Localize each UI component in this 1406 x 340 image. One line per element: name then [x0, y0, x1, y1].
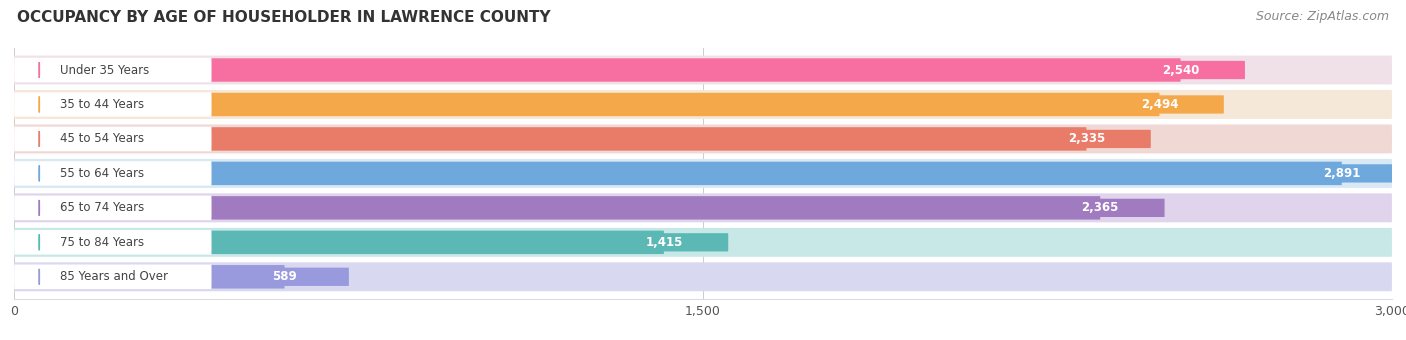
- FancyBboxPatch shape: [14, 262, 1392, 291]
- FancyBboxPatch shape: [14, 161, 211, 186]
- Text: 2,365: 2,365: [1081, 201, 1119, 214]
- Text: Under 35 Years: Under 35 Years: [60, 64, 149, 76]
- FancyBboxPatch shape: [14, 126, 211, 151]
- Text: 2,494: 2,494: [1140, 98, 1178, 111]
- FancyBboxPatch shape: [1095, 95, 1223, 114]
- FancyBboxPatch shape: [1036, 199, 1164, 217]
- Text: 85 Years and Over: 85 Years and Over: [60, 270, 167, 283]
- FancyBboxPatch shape: [14, 162, 1341, 185]
- FancyBboxPatch shape: [14, 90, 1392, 119]
- FancyBboxPatch shape: [1022, 130, 1150, 148]
- Text: 75 to 84 Years: 75 to 84 Years: [60, 236, 143, 249]
- FancyBboxPatch shape: [14, 265, 284, 289]
- FancyBboxPatch shape: [14, 58, 1181, 82]
- FancyBboxPatch shape: [14, 196, 1101, 220]
- FancyBboxPatch shape: [14, 127, 1087, 151]
- FancyBboxPatch shape: [14, 55, 1392, 84]
- FancyBboxPatch shape: [14, 124, 1392, 153]
- Text: 589: 589: [273, 270, 297, 283]
- Text: 1,415: 1,415: [645, 236, 683, 249]
- FancyBboxPatch shape: [14, 193, 1392, 222]
- FancyBboxPatch shape: [1278, 164, 1406, 183]
- FancyBboxPatch shape: [14, 231, 664, 254]
- FancyBboxPatch shape: [221, 268, 349, 286]
- Text: 2,335: 2,335: [1069, 133, 1105, 146]
- Text: 2,540: 2,540: [1161, 64, 1199, 76]
- FancyBboxPatch shape: [599, 233, 728, 252]
- Text: 35 to 44 Years: 35 to 44 Years: [60, 98, 143, 111]
- FancyBboxPatch shape: [1116, 61, 1244, 79]
- FancyBboxPatch shape: [14, 58, 211, 82]
- Text: OCCUPANCY BY AGE OF HOUSEHOLDER IN LAWRENCE COUNTY: OCCUPANCY BY AGE OF HOUSEHOLDER IN LAWRE…: [17, 10, 551, 25]
- FancyBboxPatch shape: [14, 93, 1160, 116]
- Text: 55 to 64 Years: 55 to 64 Years: [60, 167, 143, 180]
- Text: 65 to 74 Years: 65 to 74 Years: [60, 201, 145, 214]
- Text: 45 to 54 Years: 45 to 54 Years: [60, 133, 143, 146]
- Text: Source: ZipAtlas.com: Source: ZipAtlas.com: [1256, 10, 1389, 23]
- FancyBboxPatch shape: [14, 195, 211, 220]
- FancyBboxPatch shape: [14, 230, 211, 255]
- FancyBboxPatch shape: [14, 92, 211, 117]
- FancyBboxPatch shape: [14, 228, 1392, 257]
- FancyBboxPatch shape: [14, 159, 1392, 188]
- FancyBboxPatch shape: [14, 265, 211, 289]
- Text: 2,891: 2,891: [1323, 167, 1361, 180]
